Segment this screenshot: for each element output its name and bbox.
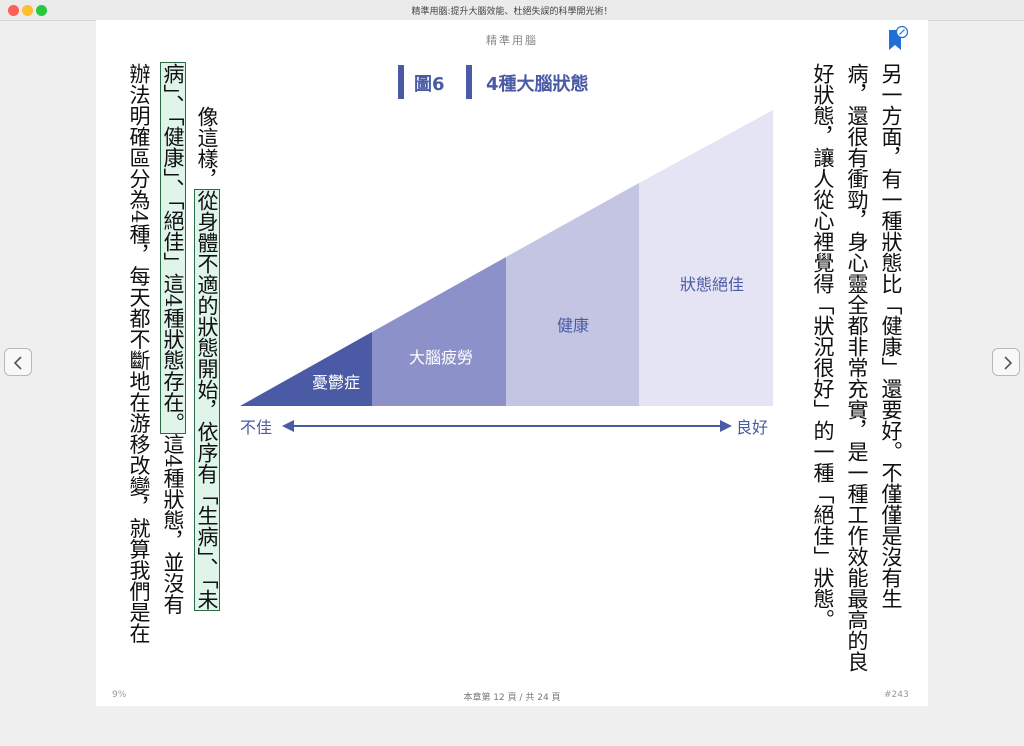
text-column: 病，還很有衝勁，身心靈全都非常充實，是一種工作效能最高的良 (845, 63, 869, 672)
band-label: 健康 (557, 316, 589, 335)
band-label: 憂鬱症 (312, 373, 360, 392)
axis-arrow-right (720, 420, 732, 432)
text-column: 好狀態，讓人從心裡覺得「狀況很好」的一種「絕佳」狀態。 (811, 63, 835, 630)
window-title: 精準用腦:提升大腦效能、杜絕失誤的科學開光術！ (411, 7, 613, 17)
text-plain: 像這樣， (195, 106, 219, 190)
close-window-button[interactable] (8, 5, 19, 16)
chapter-page-indicator: 本章第 12 頁 / 共 24 頁 (463, 693, 561, 703)
brain-state-chart: 憂鬱症 大腦疲勞 健康 狀態絕佳 不佳 良好 (240, 110, 773, 437)
axis-right-label: 良好 (736, 418, 768, 437)
text-column: 像這樣，從身體不適的狀態開始，依序有「生病」、「未 (190, 106, 224, 746)
band-brain-fatigue (372, 257, 506, 406)
previous-page-button[interactable] (4, 348, 32, 376)
caption-bar (398, 65, 404, 99)
zoom-window-button[interactable] (36, 5, 47, 16)
text-column: 辦法明確區分為4種，每天都不斷地在游移改變，就算我們是在 (127, 63, 151, 644)
location-number: #243 (884, 690, 909, 700)
chevron-right-icon (1004, 356, 1013, 370)
caption-bar (466, 65, 472, 99)
figure-title: 4種大腦狀態 (486, 74, 589, 95)
band-excellent (639, 110, 773, 406)
text-column: 另一方面，有一種狀態比「健康」還要好。不僅僅是沒有生 (879, 63, 903, 609)
axis-left-label: 不佳 (240, 418, 272, 437)
bookmark-icon[interactable] (888, 26, 908, 52)
band-depression (240, 332, 372, 406)
chevron-left-icon (13, 356, 22, 370)
axis-arrow-left (282, 420, 294, 432)
book-page: 精準用腦 另一方面，有一種狀態比「健康」還要好。不僅僅是沒有生 病，還很有衝勁，… (96, 20, 928, 706)
next-page-button[interactable] (992, 348, 1020, 376)
band-label: 狀態絕佳 (680, 275, 744, 294)
highlighted-text[interactable]: 從身體不適的狀態開始，依序有「生病」、「未 (194, 189, 220, 611)
band-healthy (506, 183, 639, 406)
text-plain: 這4種狀態，並沒有 (161, 433, 185, 615)
minimize-window-button[interactable] (22, 5, 33, 16)
text-column: 病」、「健康」、「絕佳」這4種狀態存在。這4種狀態，並沒有 (156, 61, 190, 703)
highlighted-text[interactable]: 病」、「健康」、「絕佳」這4種狀態存在。 (160, 61, 186, 435)
running-head: 精準用腦 (486, 34, 538, 47)
figure-number: 圖6 (414, 74, 445, 95)
reading-progress: 9% (112, 690, 127, 700)
band-label: 大腦疲勞 (409, 348, 473, 367)
title-bar: 精準用腦:提升大腦效能、杜絕失誤的科學開光術！ (0, 0, 1024, 21)
